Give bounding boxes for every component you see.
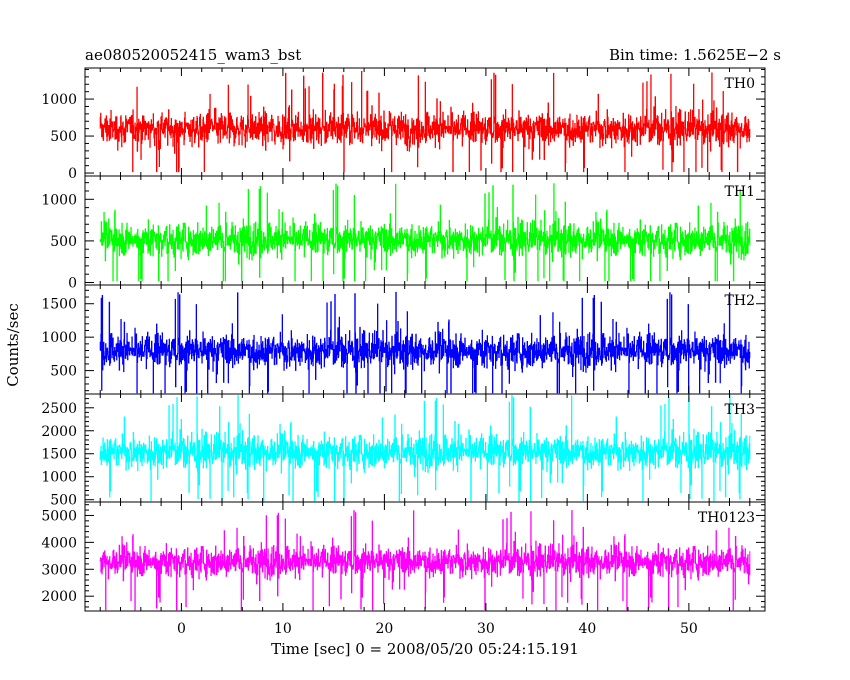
y-tick-label: 1000 bbox=[41, 92, 77, 108]
y-tick-label: 500 bbox=[50, 493, 77, 509]
x-tick-label: 40 bbox=[578, 621, 596, 637]
y-tick-label: 500 bbox=[50, 364, 77, 380]
x-tick-label: 0 bbox=[177, 621, 186, 637]
y-tick-label: 3000 bbox=[41, 562, 77, 578]
panel-th1: TH1 0 500 1000 bbox=[41, 175, 766, 292]
series-th1-trace bbox=[99, 183, 751, 282]
panel-label-th0: TH0 bbox=[725, 76, 755, 92]
y-tick-label: 1500 bbox=[41, 297, 77, 313]
series-th3-trace bbox=[99, 395, 751, 502]
y-tick-label: 0 bbox=[68, 166, 77, 182]
y-tick-label: 1000 bbox=[41, 192, 77, 208]
panel-label-th0123: TH0123 bbox=[698, 510, 755, 526]
y-tick-label: 2000 bbox=[41, 424, 77, 440]
y-tick-label: 1000 bbox=[41, 470, 77, 486]
panels-group: TH005001000TH105001000TH250010001500TH35… bbox=[41, 67, 766, 637]
x-tick-label: 20 bbox=[375, 621, 393, 637]
y-tick-label: 0 bbox=[68, 276, 77, 292]
x-tick-label: 10 bbox=[274, 621, 292, 637]
y-tick-label: 2500 bbox=[41, 401, 77, 417]
y-tick-label: 500 bbox=[50, 129, 77, 145]
panel-th0: TH0 0 500 1000 bbox=[41, 67, 766, 182]
series-th0123-trace bbox=[99, 510, 751, 611]
y-tick-label: 4000 bbox=[41, 535, 77, 551]
y-tick-label: 500 bbox=[50, 234, 77, 250]
x-tick-label: 30 bbox=[477, 621, 495, 637]
x-axis-label: Time [sec] 0 = 2008/05/20 05:24:15.191 bbox=[271, 640, 579, 658]
panel-th3: TH3 500 1000 1500 2000 2500 bbox=[41, 393, 766, 509]
y-tick-label: 5000 bbox=[41, 508, 77, 524]
panel-th2: TH2 500 1000 1500 bbox=[41, 284, 766, 395]
panel-label-th1: TH1 bbox=[725, 184, 755, 200]
panel-th0123: TH0123 2000 3000 4000 5000 bbox=[41, 501, 766, 612]
chart-title: ae080520052415_wam3_bst bbox=[85, 46, 301, 64]
bin-time-label: Bin time: 1.5625E−2 s bbox=[609, 46, 781, 64]
y-tick-label: 1500 bbox=[41, 447, 77, 463]
panel-label-th3: TH3 bbox=[725, 402, 755, 418]
y-tick-label: 2000 bbox=[41, 589, 77, 605]
y-tick-label: 1000 bbox=[41, 330, 77, 346]
panel-label-th2: TH2 bbox=[725, 293, 755, 309]
series-th0-trace bbox=[99, 71, 751, 173]
y-axis-label: Counts/sec bbox=[4, 303, 22, 387]
series-th2-trace bbox=[99, 291, 751, 394]
x-tick-label: 50 bbox=[680, 621, 698, 637]
